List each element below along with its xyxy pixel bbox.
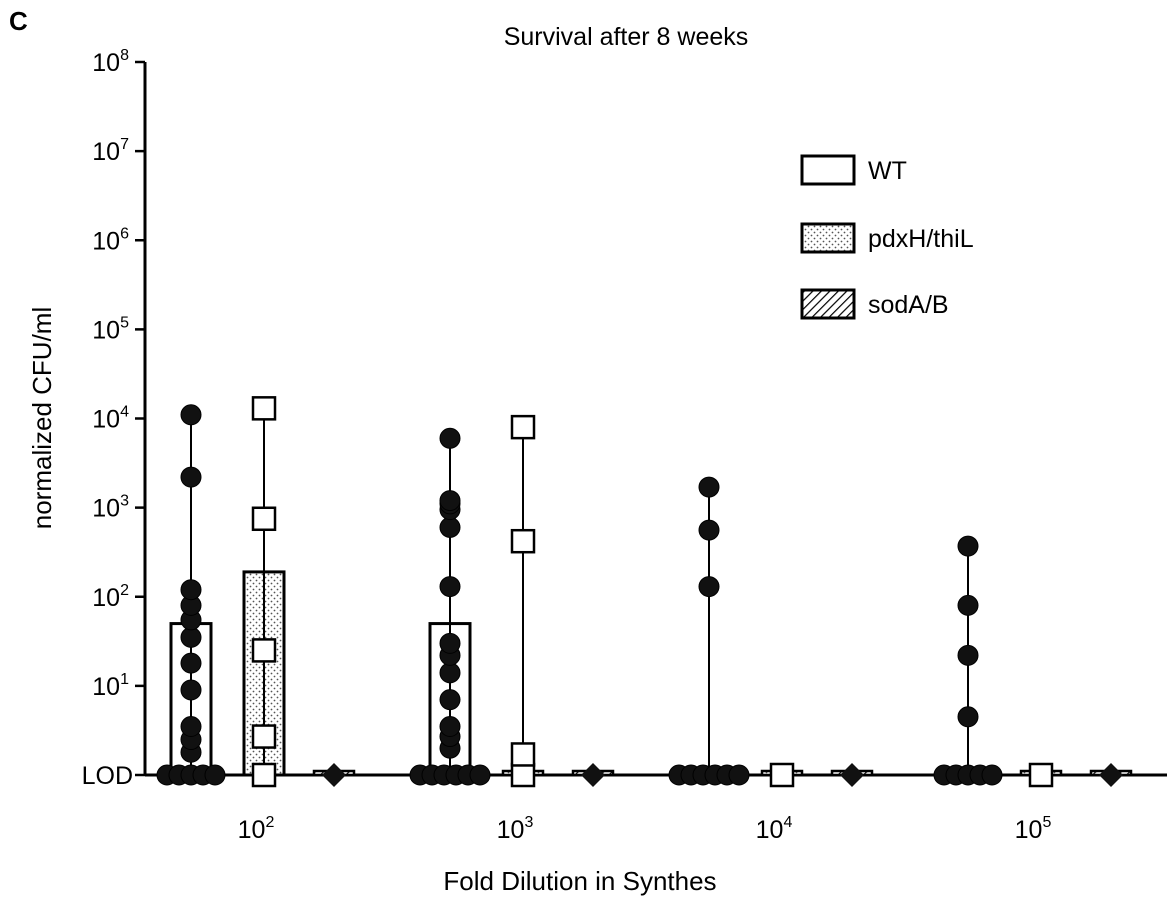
data-point-circle <box>699 520 719 540</box>
legend-label: pdxH/thiL <box>868 225 974 253</box>
data-point-circle <box>440 428 460 448</box>
data-point-circle <box>958 707 978 727</box>
data-point-diamond <box>581 763 605 787</box>
data-point-circle <box>699 477 719 497</box>
y-tick-label: 105 <box>92 314 129 344</box>
data-point-circle <box>440 577 460 597</box>
x-tick-label: 105 <box>1015 814 1052 844</box>
data-point-circle <box>729 765 749 785</box>
legend-label: sodA/B <box>868 291 949 319</box>
data-point-square <box>512 743 534 765</box>
data-point-circle <box>181 717 201 737</box>
data-point-diamond <box>1099 763 1123 787</box>
x-axis-title: Fold Dilution in Synthes <box>443 866 716 896</box>
data-point-square <box>512 416 534 438</box>
y-axis-title: normalized CFU/ml <box>27 307 57 530</box>
data-point-circle <box>440 517 460 537</box>
data-point-square <box>512 764 534 786</box>
plot-area: LOD 101 102 103 104 105 106 107 108 102 103 104 105 <box>82 47 1167 844</box>
y-tick-label: 104 <box>92 404 129 434</box>
data-point-circle <box>440 491 460 511</box>
legend-swatch <box>802 156 854 184</box>
data-point-square <box>253 508 275 530</box>
y-tick-label: 101 <box>92 671 129 701</box>
legend-label: WT <box>868 157 907 185</box>
chart-title: Survival after 8 weeks <box>504 23 749 51</box>
legend-swatch <box>802 290 854 318</box>
data-point-square <box>253 764 275 786</box>
data-point-diamond <box>322 763 346 787</box>
y-tick-label: 108 <box>92 47 129 77</box>
y-tick-label: 103 <box>92 493 129 523</box>
x-tick-label: 102 <box>238 814 275 844</box>
data-point-circle <box>958 595 978 615</box>
data-point-circle <box>440 717 460 737</box>
data-point-square <box>253 639 275 661</box>
data-point-circle <box>205 765 225 785</box>
legend: WT pdxH/thiL sodA/B <box>802 156 974 319</box>
y-tick-label: 106 <box>92 225 129 255</box>
data-point-square <box>253 397 275 419</box>
y-tick-label: 107 <box>92 136 129 166</box>
data-point-circle <box>982 765 1002 785</box>
data-point-circle <box>181 467 201 487</box>
y-tick-label: 102 <box>92 582 129 612</box>
legend-swatch <box>802 224 854 252</box>
data-point-circle <box>440 690 460 710</box>
data-point-circle <box>958 536 978 556</box>
data-point-diamond <box>840 763 864 787</box>
data-point-circle <box>181 405 201 425</box>
data-point-circle <box>470 765 490 785</box>
data-point-circle <box>958 645 978 665</box>
data-point-circle <box>440 633 460 653</box>
data-point-square <box>512 530 534 552</box>
data-point-circle <box>181 580 201 600</box>
data-point-circle <box>181 680 201 700</box>
data-point-square <box>1030 764 1052 786</box>
data-point-circle <box>181 653 201 673</box>
data-point-square <box>771 764 793 786</box>
y-tick-label: LOD <box>82 762 133 790</box>
x-tick-label: 104 <box>756 814 793 844</box>
x-tick-label: 103 <box>497 814 534 844</box>
data-point-square <box>253 726 275 748</box>
data-point-circle <box>699 577 719 597</box>
